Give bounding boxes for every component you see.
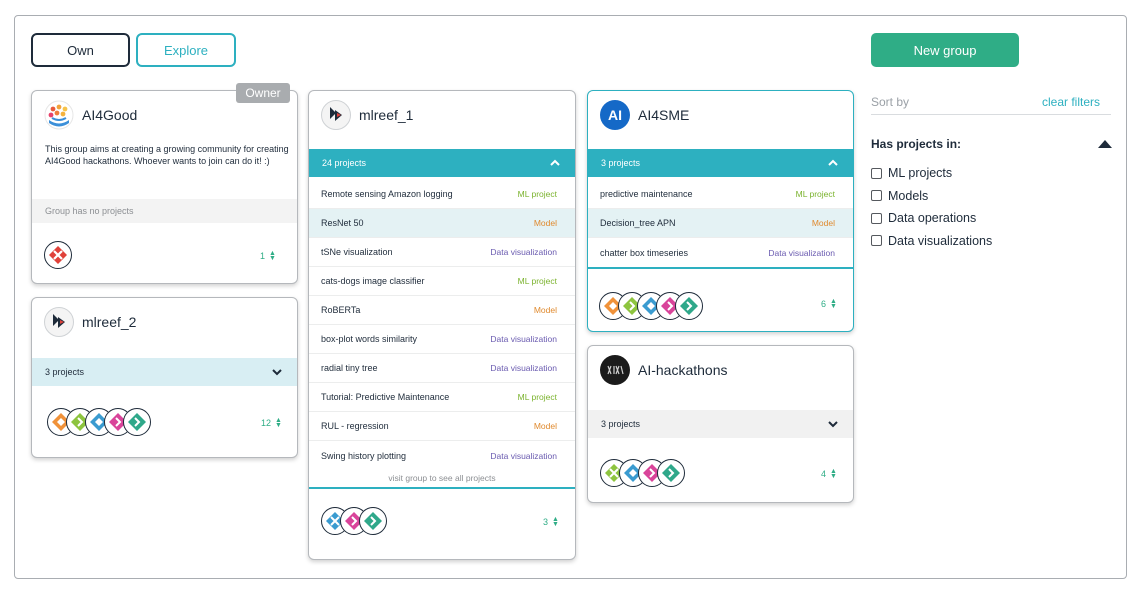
sort-arrows-icon: ▲ ▼ — [830, 468, 837, 480]
checkbox[interactable] — [871, 167, 882, 179]
member-avatar[interactable] — [123, 408, 151, 436]
no-projects-message: Group has no projects — [32, 199, 297, 223]
chevron-down-icon — [272, 369, 282, 376]
ai4good-logo-icon — [44, 100, 74, 130]
own-tab-button[interactable]: Own — [31, 33, 130, 67]
mlreef-logo-icon — [321, 100, 351, 130]
project-list: Remote sensing Amazon logging ML project … — [309, 180, 575, 489]
member-count: 6 ▲ ▼ — [821, 298, 837, 310]
group-title[interactable]: AI4SME — [638, 107, 690, 123]
project-list: predictive maintenance ML project Decisio… — [588, 180, 853, 269]
member-count: 3 ▲ ▼ — [543, 516, 559, 528]
group-card-mlreef2[interactable]: mlreef_2 3 projects 12 ▲ ▼ — [31, 297, 298, 458]
group-description: This group aims at creating a growing co… — [45, 144, 289, 166]
mlreef-logo-icon — [44, 307, 74, 337]
sort-arrows-icon: ▲ ▼ — [269, 250, 276, 262]
project-row[interactable]: Decision_tree APN Model — [588, 209, 853, 238]
projects-count-label: 3 projects — [601, 419, 641, 429]
checkbox[interactable] — [871, 235, 882, 247]
visit-group-link[interactable]: visit group to see all projects — [388, 473, 496, 483]
group-title[interactable]: mlreef_1 — [359, 107, 414, 123]
collapse-triangle-icon[interactable] — [1098, 140, 1112, 148]
project-row[interactable]: predictive maintenance ML project — [588, 180, 853, 209]
filter-models[interactable]: Models — [871, 185, 992, 208]
project-row[interactable]: box-plot words similarity Data visualizat… — [309, 325, 575, 354]
sort-by-dropdown[interactable]: Sort by — [871, 95, 910, 109]
group-title[interactable]: AI-hackathons — [638, 362, 728, 378]
projects-toggle[interactable]: 3 projects — [588, 149, 853, 177]
project-row[interactable]: ResNet 50 Model — [309, 209, 575, 238]
projects-count-label: 3 projects — [45, 367, 85, 377]
group-title[interactable]: mlreef_2 — [82, 314, 137, 330]
group-card-ai4sme[interactable]: AI AI4SME 3 projects predictive maintena… — [587, 90, 854, 332]
group-card-ai4good[interactable]: AI4Good This group aims at creating a gr… — [31, 90, 298, 284]
projects-count-label: 24 projects — [322, 158, 367, 168]
divider — [871, 114, 1111, 115]
group-title[interactable]: AI4Good — [82, 107, 138, 123]
projects-count-label: 3 projects — [601, 158, 641, 168]
ai4sme-logo-icon: AI — [600, 100, 630, 130]
project-row[interactable]: Tutorial: Predictive Maintenance ML proje… — [309, 383, 575, 412]
divider — [309, 487, 575, 489]
chevron-up-icon — [828, 159, 838, 166]
member-avatar[interactable] — [675, 292, 703, 320]
has-projects-heading: Has projects in: — [871, 137, 962, 151]
project-row[interactable]: Swing history plotting Data visualization — [321, 450, 557, 461]
projects-toggle[interactable]: 24 projects — [309, 149, 575, 177]
project-row[interactable]: Remote sensing Amazon logging ML project — [309, 180, 575, 209]
clear-filters-link[interactable]: clear filters — [1042, 95, 1101, 109]
filter-ml-projects[interactable]: ML projects — [871, 162, 992, 185]
chevron-down-icon — [828, 421, 838, 428]
main-panel — [14, 15, 1127, 579]
group-card-mlreef1[interactable]: mlreef_1 24 projects Remote sensing Amaz… — [308, 90, 576, 560]
member-avatar[interactable] — [44, 241, 72, 269]
sort-arrows-icon: ▲ ▼ — [830, 298, 837, 310]
owner-badge: Owner — [236, 83, 290, 103]
member-count: 12 ▲ ▼ — [261, 417, 282, 429]
member-avatar[interactable] — [359, 507, 387, 535]
projects-toggle[interactable]: 3 projects — [588, 410, 853, 438]
filter-data-operations[interactable]: Data operations — [871, 207, 992, 230]
project-row[interactable]: RoBERTa Model — [309, 296, 575, 325]
checkbox[interactable] — [871, 190, 882, 202]
project-row[interactable]: tSNe visualization Data visualization — [309, 238, 575, 267]
explore-tab-button[interactable]: Explore — [136, 33, 236, 67]
project-row[interactable]: cats-dogs image classifier ML project — [309, 267, 575, 296]
group-card-ai-hackathons[interactable]: AI-hackathons 3 projects 4 ▲ ▼ — [587, 345, 854, 503]
sort-arrows-icon: ▲ ▼ — [552, 516, 559, 528]
ai-hackathons-logo-icon — [600, 355, 630, 385]
member-count: 4 ▲ ▼ — [821, 468, 837, 480]
project-row[interactable]: RUL - regression Model — [309, 412, 575, 441]
member-avatar[interactable] — [657, 459, 685, 487]
new-group-button[interactable]: New group — [871, 33, 1019, 67]
divider — [588, 267, 853, 269]
project-row[interactable]: chatter box timeseries Data visualization — [600, 247, 835, 258]
project-row[interactable]: radial tiny tree Data visualization — [309, 354, 575, 383]
chevron-up-icon — [550, 159, 560, 166]
sort-arrows-icon: ▲ ▼ — [275, 417, 282, 429]
member-count: 1 ▲ ▼ — [260, 250, 276, 262]
checkbox[interactable] — [871, 212, 882, 224]
project-type-filters: ML projects Models Data operations Data … — [871, 162, 992, 252]
projects-toggle[interactable]: 3 projects — [32, 358, 297, 386]
filter-data-visualizations[interactable]: Data visualizations — [871, 230, 992, 253]
